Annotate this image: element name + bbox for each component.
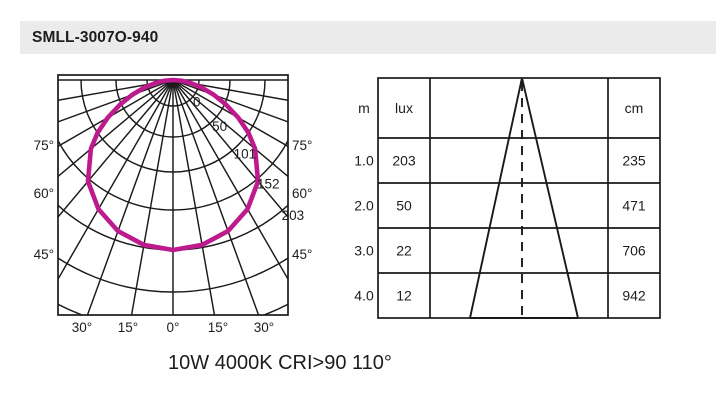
- polar-radial-line: [172, 79, 288, 178]
- angle-label-bottom: 0°: [167, 320, 180, 335]
- polar-radial-line: [58, 79, 174, 148]
- angle-label-left: 60°: [34, 186, 54, 201]
- table-cell-cm: 942: [622, 288, 646, 304]
- table-cell-lux: 203: [392, 153, 416, 169]
- polar-radial-line: [86, 79, 174, 315]
- table-cell-lux: 12: [396, 288, 412, 304]
- angle-label-right: 75°: [292, 138, 312, 153]
- angle-label-right: 45°: [292, 247, 312, 262]
- angle-label-bottom: 30°: [254, 320, 274, 335]
- polar-radial-line: [172, 79, 288, 148]
- table-outer-border: [377, 77, 661, 319]
- table-header-distance: m: [358, 100, 370, 116]
- angle-label-group: 30° 15° 0° 15° 30° 75° 60° 45° 75° 60° 45°: [34, 138, 313, 335]
- product-specification-caption: 10W 4000K CRI>90 110°: [168, 352, 392, 374]
- ring-label: 50: [212, 119, 227, 134]
- beam-cone-outline: [469, 77, 579, 319]
- angle-label-right: 60°: [292, 186, 312, 201]
- product-header-bar: SMLL-3007O-940: [20, 21, 716, 54]
- polar-radial-line: [172, 79, 260, 315]
- polar-radial-line: [58, 79, 174, 218]
- table-cell-cm: 471: [622, 198, 646, 214]
- polar-intensity-diagram: 0 50 101 152 203 30° 15° 0° 15° 30° 75° 60° 45° 75° 6…: [20, 70, 340, 345]
- polar-radial-line: [172, 79, 288, 218]
- polar-arc: [80, 79, 266, 173]
- page-title: SMLL-3007O-940: [32, 28, 159, 46]
- table-cell-cm: 706: [622, 243, 646, 259]
- angle-label-left: 75°: [34, 138, 54, 153]
- polar-grid: [58, 79, 288, 315]
- beam-table-svg: m lux cm 1.0 203 235 2.0 50 471 3.0 22 706 4.0 12 942: [354, 77, 661, 319]
- beam-distance-panel: m lux cm 1.0 203 235 2.0 50 471 3.0 22 706 4.0 12 942: [350, 70, 700, 345]
- table-cell-distance: 3.0: [354, 243, 374, 259]
- table-cell-text: m lux cm 1.0 203 235 2.0 50 471 3.0 22 706 4.0 12 942: [354, 100, 646, 304]
- table-gridlines: [377, 77, 661, 319]
- table-cell-distance: 2.0: [354, 198, 374, 214]
- table-cell-distance: 4.0: [354, 288, 374, 304]
- polar-arc: [58, 138, 288, 211]
- ring-label: 101: [234, 146, 257, 161]
- polar-radial-line: [172, 79, 288, 280]
- intensity-curve: [85, 77, 261, 253]
- angle-label-bottom: 15°: [208, 320, 228, 335]
- polar-frame: [57, 74, 289, 316]
- polar-radial-line: [172, 79, 216, 315]
- ring-label: 152: [257, 176, 280, 191]
- polar-radial-line: [58, 79, 174, 123]
- table-cell-distance: 1.0: [354, 153, 374, 169]
- table-header-lux: lux: [395, 100, 413, 116]
- polar-radial-line: [172, 79, 288, 123]
- table-cell-cm: 235: [622, 153, 646, 169]
- polar-radial-line: [130, 79, 174, 315]
- polar-arc: [58, 257, 288, 293]
- table-cell-lux: 22: [396, 243, 412, 259]
- photometric-content: 0 50 101 152 203 30° 15° 0° 15° 30° 75° 60° 45° 75° 6…: [0, 60, 727, 402]
- ring-label: 0: [193, 94, 201, 109]
- angle-label-left: 45°: [34, 247, 54, 262]
- table-cell-lux: 50: [396, 198, 412, 214]
- polar-radial-line: [58, 79, 174, 178]
- table-header-cm: cm: [625, 100, 644, 116]
- angle-label-bottom: 15°: [118, 320, 138, 335]
- ring-label: 203: [282, 208, 305, 223]
- angle-label-bottom: 30°: [72, 320, 92, 335]
- polar-radial-line: [58, 79, 174, 280]
- polar-arc: [146, 79, 200, 107]
- beam-cone-illustration: [469, 77, 579, 319]
